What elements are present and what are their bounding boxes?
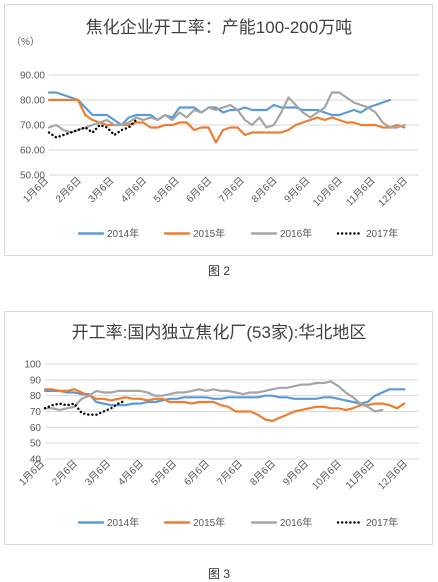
chart-2-x-axis: 1月6日 2月6日 3月6日 4月6日 5月6日 6月6日 7月6日 8月6日 9月6日 10月6… <box>17 458 410 492</box>
chart-panel-1: 焦化企业开工率：产能100-200万吨 （%） 50.00 60.00 70.00 8… <box>4 4 433 256</box>
figure-caption-2: 图 3 <box>207 567 230 581</box>
series-line-2015年 <box>47 98 406 144</box>
series-line-2017年 <box>43 399 127 416</box>
chart-2-title: 开工率:国内独立焦化厂(53家):华北地区 <box>72 323 367 342</box>
chart-2-y-axis: 40 50 60 70 80 90 100 <box>24 360 41 466</box>
legend-label: 2015年 <box>193 516 225 529</box>
legend-label: 2016年 <box>280 227 312 240</box>
x-tick-label: 10月6日 <box>310 458 344 492</box>
series-line-2014年 <box>43 388 406 407</box>
y-tick-label: 60.00 <box>20 146 45 157</box>
x-tick-label: 12月6日 <box>376 458 410 492</box>
y-tick-label: 90.00 <box>20 71 45 82</box>
chart-1-title: 焦化企业开工率：产能100-200万吨 <box>86 18 352 37</box>
x-tick-label: 5月6日 <box>151 175 181 205</box>
x-tick-label: 7月6日 <box>217 175 247 205</box>
y-tick-label: 70.00 <box>20 121 45 132</box>
legend-label: 2017年 <box>366 227 398 240</box>
x-tick-label: 9月6日 <box>281 458 311 488</box>
chart-2-grid <box>45 363 419 460</box>
y-tick-label: 80.00 <box>20 96 45 107</box>
legend-label: 2017年 <box>366 516 398 529</box>
x-tick-label: 12月6日 <box>376 175 410 209</box>
x-tick-label: 4月6日 <box>119 175 149 205</box>
chart-2-legend: 2014年 2015年 2016年 2017年 <box>77 516 398 529</box>
y-tick-label: 70 <box>30 407 42 418</box>
chart-1-y-axis: 50.00 60.00 70.00 80.00 90.00 <box>20 71 45 182</box>
series-line-2016年 <box>43 380 384 413</box>
y-tick-label: 60 <box>30 423 42 434</box>
x-tick-label: 8月6日 <box>249 175 279 205</box>
y-tick-label: 90 <box>30 375 42 386</box>
x-tick-label: 3月6日 <box>83 458 113 488</box>
x-tick-label: 6月6日 <box>182 458 212 488</box>
x-tick-label: 11月6日 <box>344 175 378 209</box>
chart-panel-2: 开工率:国内独立焦化厂(53家):华北地区 40 50 60 70 80 90 100 1月… <box>4 311 433 545</box>
x-tick-label: 2月6日 <box>50 458 80 488</box>
series-line-2017年 <box>47 118 138 139</box>
figure-caption-1: 图 2 <box>207 264 230 278</box>
chart-2-series <box>43 380 406 423</box>
y-tick-label: 50.00 <box>20 171 45 182</box>
x-tick-label: 11月6日 <box>343 458 377 492</box>
x-tick-label: 4月6日 <box>116 458 146 488</box>
legend-label: 2014年 <box>107 227 139 240</box>
x-tick-label: 7月6日 <box>215 458 245 488</box>
x-tick-label: 8月6日 <box>248 458 278 488</box>
legend-label: 2014年 <box>107 516 139 529</box>
chart-1-series <box>47 91 406 144</box>
chart-1-unit: （%） <box>11 36 40 48</box>
x-tick-label: 10月6日 <box>311 175 345 209</box>
x-tick-label: 5月6日 <box>149 458 179 488</box>
x-tick-label: 3月6日 <box>86 175 116 205</box>
legend-label: 2016年 <box>280 516 312 529</box>
chart-1-x-axis: 1月6日 2月6日 3月6日 4月6日 5月6日 6月6日 7月6日 8月6日 9月6日10月6… <box>21 175 411 209</box>
chart-1-legend: 2014年 2015年 2016年 2017年 <box>77 227 398 240</box>
series-line-2015年 <box>43 388 406 423</box>
chart-2-svg: 开工率:国内独立焦化厂(53家):华北地区 40 50 60 70 80 90 100 1月… <box>17 323 419 529</box>
series-line-2016年 <box>47 91 406 134</box>
x-tick-label: 6月6日 <box>184 175 214 205</box>
chart-1-svg: 焦化企业开工率：产能100-200万吨 （%） 50.00 60.00 70.00 8… <box>11 18 419 240</box>
y-tick-label: 100 <box>24 360 41 371</box>
y-tick-label: 40 <box>30 455 42 466</box>
legend-label: 2015年 <box>193 227 225 240</box>
x-tick-label: 2月6日 <box>53 175 83 205</box>
y-tick-label: 50 <box>30 439 42 450</box>
series-line-2014年 <box>47 91 392 127</box>
y-tick-label: 80 <box>30 391 42 402</box>
x-tick-label: 9月6日 <box>282 175 312 205</box>
